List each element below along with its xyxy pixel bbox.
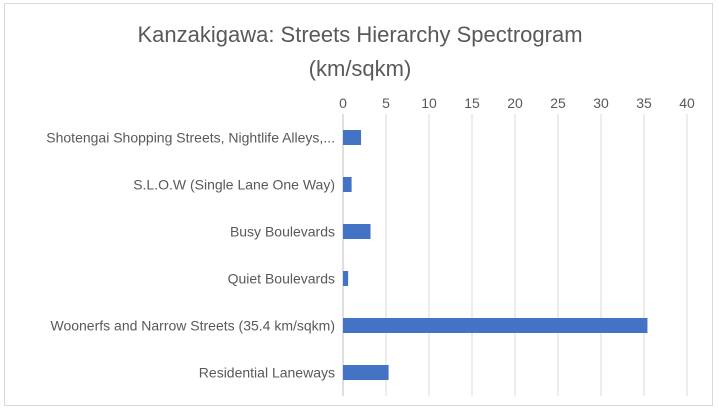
bar (343, 318, 648, 333)
bars (343, 130, 648, 380)
category-label: Busy Boulevards (230, 224, 335, 240)
bar-chart: Kanzakigawa: Streets Hierarchy Spectrogr… (46, 22, 695, 396)
x-tick-label: 20 (507, 95, 523, 111)
x-tick-label: 40 (679, 95, 695, 111)
category-label: Woonerfs and Narrow Streets (35.4 km/sqk… (50, 318, 335, 334)
bar (343, 130, 362, 145)
gridlines (342, 114, 688, 396)
category-label: Shotengai Shopping Streets, Nightlife Al… (46, 130, 335, 146)
bar (343, 365, 389, 380)
x-tick-label: 15 (464, 95, 480, 111)
x-tick-label: 5 (382, 95, 390, 111)
x-tick-label: 10 (421, 95, 437, 111)
bar (343, 177, 352, 192)
bar (343, 224, 371, 239)
chart-title: Kanzakigawa: Streets Hierarchy Spectrogr… (137, 22, 582, 47)
bar (343, 271, 349, 286)
category-labels: Shotengai Shopping Streets, Nightlife Al… (46, 130, 335, 381)
category-label: Quiet Boulevards (228, 271, 335, 287)
x-tick-label: 0 (339, 95, 347, 111)
category-label: S.L.O.W (Single Lane One Way) (133, 177, 335, 193)
chart-subtitle: (km/sqkm) (309, 56, 412, 81)
x-tick-label: 30 (593, 95, 609, 111)
x-tick-label: 35 (636, 95, 652, 111)
chart-container: Kanzakigawa: Streets Hierarchy Spectrogr… (4, 3, 713, 406)
category-label: Residential Laneways (199, 365, 335, 381)
x-axis-ticks: 0 5 10 15 20 25 30 35 40 (339, 95, 695, 111)
x-tick-label: 25 (550, 95, 566, 111)
